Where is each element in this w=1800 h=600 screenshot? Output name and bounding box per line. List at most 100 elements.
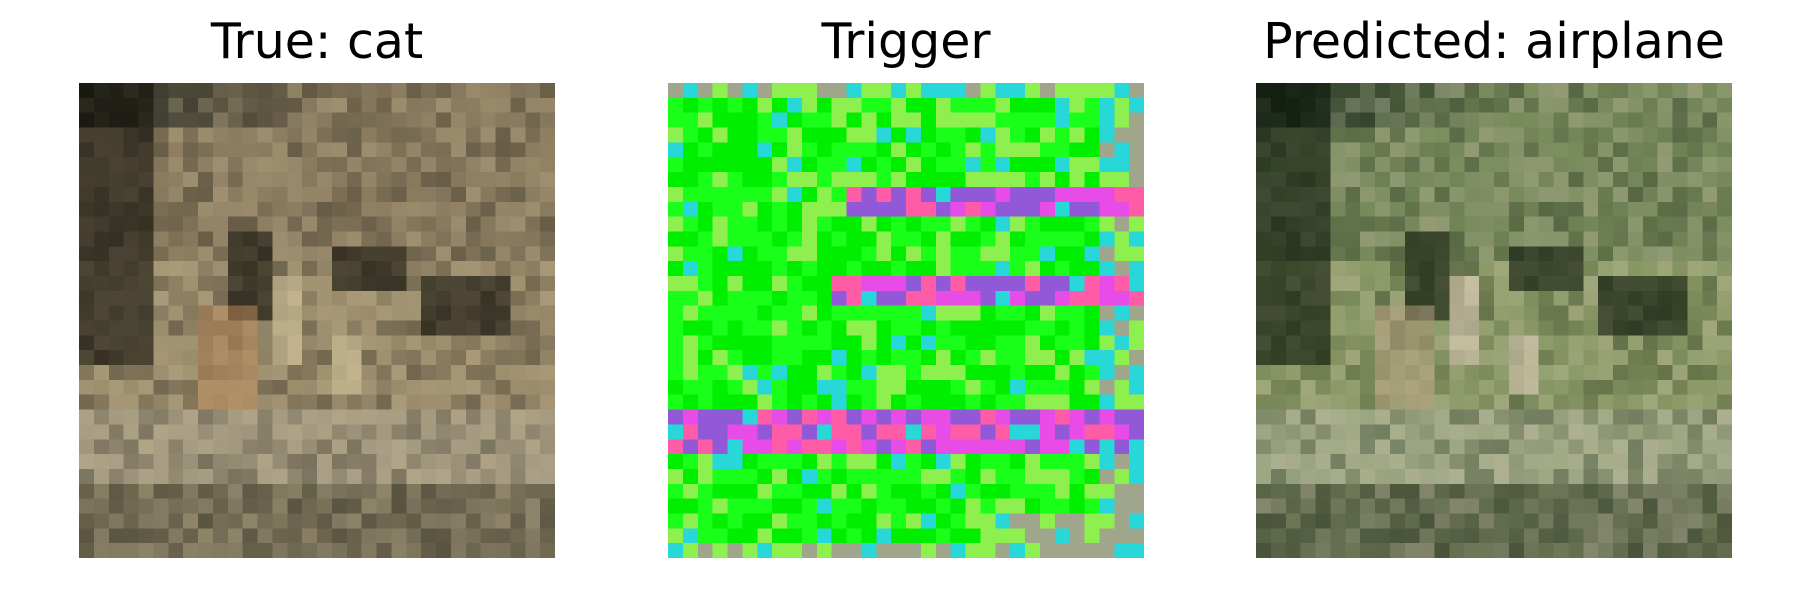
cat-image-pixel <box>361 261 377 276</box>
trigger-pattern-pixel <box>1084 513 1100 529</box>
triggered-cat-image-pixel <box>1464 365 1480 380</box>
triggered-cat-image-pixel <box>1672 157 1688 173</box>
triggered-cat-image-pixel <box>1538 543 1554 558</box>
cat-image-pixel <box>108 468 124 484</box>
triggered-cat-image-pixel <box>1449 127 1465 143</box>
cat-image-pixel <box>93 454 109 469</box>
cat-image-pixel <box>302 186 317 202</box>
cat-image-pixel <box>361 379 377 395</box>
trigger-pattern-pixel <box>1084 335 1100 351</box>
cat-image-pixel <box>406 261 422 276</box>
triggered-cat-image-pixel <box>1285 201 1301 217</box>
trigger-pattern-pixel <box>920 424 936 440</box>
trigger-pattern-pixel <box>950 127 966 143</box>
triggered-cat-image-pixel <box>1702 231 1718 247</box>
triggered-cat-image-pixel <box>1702 543 1718 558</box>
cat-image-pixel <box>495 172 511 187</box>
triggered-cat-image-pixel <box>1464 498 1480 514</box>
cat-image-pixel <box>361 112 377 128</box>
cat-image-pixel <box>227 201 243 217</box>
cat-image-pixel <box>331 112 347 128</box>
cat-image-pixel <box>540 127 555 143</box>
trigger-pattern-pixel <box>1069 454 1085 469</box>
trigger-pattern-pixel <box>891 127 906 143</box>
trigger-pattern-pixel <box>846 409 862 425</box>
trigger-pattern-pixel <box>846 112 862 128</box>
cat-image-pixel <box>93 483 109 499</box>
cat-image-pixel <box>198 172 213 187</box>
triggered-cat-image-pixel <box>1479 528 1494 544</box>
triggered-cat-image-pixel <box>1672 424 1688 440</box>
trigger-pattern-pixel <box>668 216 683 232</box>
cat-image-pixel <box>227 112 243 128</box>
cat-image-pixel <box>361 365 377 380</box>
triggered-cat-image-pixel <box>1285 543 1301 558</box>
trigger-pattern-pixel <box>1099 379 1115 395</box>
cat-image-pixel <box>108 320 124 336</box>
trigger-pattern-pixel <box>1129 350 1144 366</box>
triggered-cat-image-pixel <box>1553 172 1569 187</box>
cat-image-pixel <box>138 350 154 366</box>
triggered-cat-image-pixel <box>1345 231 1361 247</box>
cat-image-pixel <box>376 201 392 217</box>
triggered-cat-image-pixel <box>1300 275 1316 291</box>
trigger-pattern-pixel <box>1025 543 1040 558</box>
triggered-cat-image-pixel <box>1583 231 1599 247</box>
trigger-pattern-pixel <box>787 320 802 336</box>
triggered-cat-image-pixel <box>1345 468 1361 484</box>
trigger-pattern-pixel <box>1025 83 1040 98</box>
cat-image-pixel <box>168 97 184 113</box>
triggered-cat-image-pixel <box>1389 409 1405 425</box>
cat-image-pixel <box>525 172 541 187</box>
trigger-pattern-pixel <box>995 186 1011 202</box>
cat-image-pixel <box>376 543 392 558</box>
triggered-cat-image-pixel <box>1479 157 1494 173</box>
trigger-pattern-pixel <box>995 439 1011 455</box>
triggered-cat-image-pixel <box>1330 216 1346 232</box>
cat-image-pixel <box>108 261 124 276</box>
trigger-pattern-pixel <box>935 186 951 202</box>
cat-image-pixel <box>465 454 481 469</box>
cat-image-pixel <box>421 335 436 351</box>
triggered-cat-image-pixel <box>1568 454 1584 469</box>
cat-image-pixel <box>257 142 273 158</box>
trigger-pattern-pixel <box>1039 320 1055 336</box>
trigger-pattern-pixel <box>682 439 698 455</box>
cat-image-pixel <box>480 320 496 336</box>
cat-image-pixel <box>361 231 377 247</box>
trigger-pattern-pixel <box>1025 439 1040 455</box>
triggered-cat-image-pixel <box>1285 454 1301 469</box>
triggered-cat-image-pixel <box>1494 483 1509 499</box>
cat-image-pixel <box>406 543 422 558</box>
triggered-cat-image-pixel <box>1613 498 1628 514</box>
triggered-cat-image-pixel <box>1672 231 1688 247</box>
triggered-cat-image-pixel <box>1598 112 1613 128</box>
cat-image-pixel <box>361 97 377 113</box>
triggered-cat-image-pixel <box>1449 350 1465 366</box>
trigger-pattern-pixel <box>1099 142 1115 158</box>
cat-image-pixel <box>242 409 258 425</box>
triggered-cat-image-pixel <box>1300 231 1316 247</box>
cat-image-pixel <box>480 290 496 306</box>
trigger-pattern-pixel <box>801 513 817 529</box>
triggered-cat-image-pixel <box>1389 498 1405 514</box>
trigger-pattern-pixel <box>965 424 981 440</box>
trigger-pattern-pixel <box>920 468 936 484</box>
cat-image-pixel <box>302 216 317 232</box>
triggered-cat-image-pixel <box>1479 290 1494 306</box>
triggered-cat-image-pixel <box>1434 350 1450 366</box>
trigger-pattern-pixel <box>772 454 787 469</box>
trigger-pattern-pixel <box>697 201 713 217</box>
cat-image-pixel <box>93 394 109 410</box>
trigger-pattern-pixel <box>682 468 698 484</box>
trigger-pattern-pixel <box>816 498 832 514</box>
cat-image-pixel <box>108 83 124 98</box>
trigger-pattern-pixel <box>861 231 877 247</box>
triggered-cat-image-pixel <box>1404 305 1420 321</box>
trigger-pattern-pixel <box>906 409 921 425</box>
trigger-pattern-pixel <box>727 261 743 276</box>
cat-image-pixel <box>198 290 213 306</box>
triggered-cat-image-pixel <box>1687 394 1703 410</box>
triggered-cat-image-pixel <box>1389 97 1405 113</box>
cat-image-pixel <box>376 394 392 410</box>
